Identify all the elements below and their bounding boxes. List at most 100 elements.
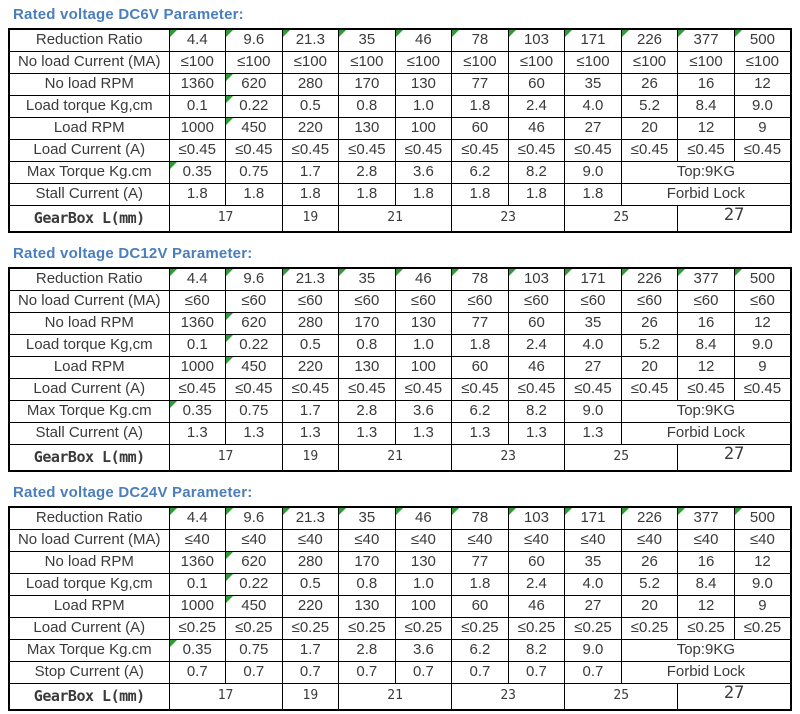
gearbox-length-cell: 19: [281, 682, 340, 711]
value-cell: ≤0.45: [507, 377, 566, 401]
value-cell: ≤0.25: [394, 616, 453, 640]
value-cell: ≤0.45: [733, 138, 792, 162]
value-cell: ≤100: [564, 50, 622, 74]
comment-flag-icon: [169, 30, 177, 37]
value-cell: 9.0: [564, 399, 622, 423]
value-cell: 130: [394, 72, 453, 96]
comment-flag-icon: [509, 269, 516, 276]
value-cell: 1.8: [338, 182, 396, 206]
value-cell: 26: [620, 72, 679, 96]
value-cell: 2.8: [338, 160, 396, 184]
value-cell: 16: [677, 72, 735, 96]
comment-flag-icon: [226, 74, 234, 81]
value-cell: ≤40: [225, 528, 283, 552]
value-cell: ≤100: [507, 50, 566, 74]
value-cell: 5.2: [620, 572, 679, 596]
value-cell: 130: [338, 116, 396, 140]
value-cell: 3.6: [394, 399, 453, 423]
value-cell: 100: [394, 594, 453, 618]
value-cell: ≤0.45: [620, 377, 679, 401]
value-cell: 2.4: [507, 94, 566, 118]
value-cell: 21.3: [281, 28, 340, 52]
value-cell: ≤60: [733, 289, 792, 313]
value-cell: 0.75: [225, 160, 283, 184]
table-row: No load Current (MA) ≤60 ≤60 ≤60 ≤60 ≤60 ≤60 ≤6…: [8, 289, 792, 313]
row-label: No load Current (MA): [8, 50, 170, 74]
value-cell: ≤100: [168, 50, 227, 74]
value-cell: ≤100: [677, 50, 735, 74]
value-cell: 171: [564, 506, 622, 530]
gearbox-length-cell: 19: [281, 443, 340, 472]
table-row: Load RPM 1000 450 220 130 100 60 46 27 20 12 9: [8, 355, 792, 379]
value-cell: ≤100: [733, 50, 792, 74]
value-cell: 1360: [168, 72, 227, 96]
value-cell: 4.0: [564, 333, 622, 357]
value-cell: 46: [394, 28, 453, 52]
table-row: Load Current (A) ≤0.45 ≤0.45 ≤0.45 ≤0.45 ≤0.4…: [8, 138, 792, 162]
value-cell: 1.7: [281, 638, 340, 662]
value-cell: ≤0.25: [338, 616, 396, 640]
comment-flag-icon: [226, 508, 234, 515]
value-cell: 170: [338, 550, 396, 574]
value-cell: 170: [338, 311, 396, 335]
row-label: No load RPM: [8, 72, 170, 96]
gearbox-row: GearBox L(mm) 17 19 21 23 25 27: [8, 204, 792, 233]
value-cell: 1.3: [225, 421, 283, 445]
value-cell: ≤40: [564, 528, 622, 552]
value-cell: 377: [677, 28, 735, 52]
row-label: Load torque Kg,cm: [8, 333, 170, 357]
value-cell: 0.35: [168, 638, 227, 662]
value-cell: 220: [281, 594, 340, 618]
value-cell: 377: [677, 506, 735, 530]
value-cell: ≤0.45: [451, 377, 509, 401]
comment-flag-icon: [452, 269, 460, 276]
value-cell: 450: [225, 594, 283, 618]
value-cell: 1.3: [507, 421, 566, 445]
value-cell: 0.35: [168, 160, 227, 184]
value-cell: 1.3: [281, 421, 340, 445]
value-cell: 35: [338, 267, 396, 291]
gearbox-length-cell: 23: [451, 204, 566, 233]
value-cell: ≤0.45: [225, 377, 283, 401]
value-cell: ≤40: [338, 528, 396, 552]
value-cell: ≤100: [394, 50, 453, 74]
table-row: Load Current (A) ≤0.25 ≤0.25 ≤0.25 ≤0.25 ≤0.2…: [8, 616, 792, 640]
value-cell: 1.8: [451, 94, 509, 118]
value-cell: 0.5: [281, 333, 340, 357]
value-cell: 4.0: [564, 94, 622, 118]
value-cell: 46: [507, 355, 566, 379]
value-cell: 35: [564, 311, 622, 335]
value-cell: 9: [733, 355, 792, 379]
comment-flag-icon: [396, 269, 403, 276]
value-cell: 60: [507, 550, 566, 574]
value-cell: ≤0.45: [677, 377, 735, 401]
row-label: Stall Current (A): [8, 421, 170, 445]
row-label: Max Torque Kg.cm: [8, 638, 170, 662]
value-cell: 130: [338, 594, 396, 618]
section-title-dc12v: Rated voltage DC12V Parameter:: [13, 245, 253, 262]
value-cell: 1.3: [451, 421, 509, 445]
value-cell: 16: [677, 311, 735, 335]
comment-flag-icon: [226, 118, 234, 125]
table-row: Load torque Kg,cm 0.1 0.22 0.5 0.8 1.0 1.8 2.4 4…: [8, 572, 792, 596]
section-dc12v: Rated voltage DC12V Parameter: Reduction…: [8, 245, 792, 472]
value-cell: ≤0.45: [451, 138, 509, 162]
value-cell: ≤100: [620, 50, 679, 74]
value-cell: ≤0.45: [677, 138, 735, 162]
value-cell: ≤0.45: [168, 138, 227, 162]
gearbox-row: GearBox L(mm) 17 19 21 23 25 27: [8, 443, 792, 472]
comment-flag-icon: [226, 30, 234, 37]
parameter-table-slot-dc24v: Reduction Ratio 4.4 9.6 21.3 35 46 78 103 171 226…: [8, 506, 792, 711]
value-cell: 2.4: [507, 572, 566, 596]
row-label: Reduction Ratio: [8, 28, 170, 52]
value-cell: 130: [338, 355, 396, 379]
section-title-dc24v: Rated voltage DC24V Parameter:: [13, 484, 253, 501]
value-cell: 20: [620, 355, 679, 379]
comment-flag-icon: [509, 30, 516, 37]
value-cell: 1.8: [168, 182, 227, 206]
row-label: No load Current (MA): [8, 289, 170, 313]
value-cell: 1.8: [281, 182, 340, 206]
value-cell: ≤0.25: [225, 616, 283, 640]
value-cell: 220: [281, 355, 340, 379]
value-cell: ≤40: [677, 528, 735, 552]
